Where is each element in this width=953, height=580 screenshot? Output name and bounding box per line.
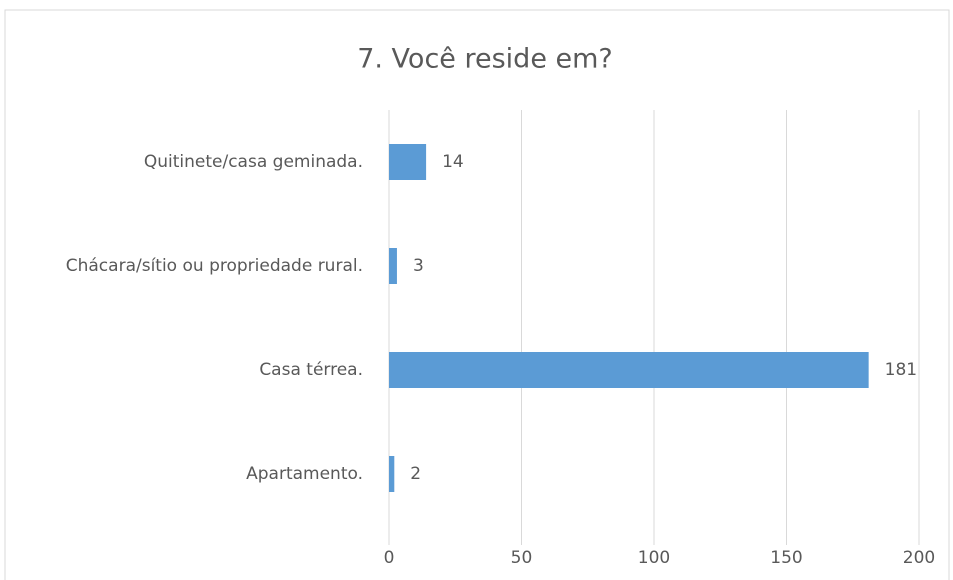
x-tick-label: 100: [638, 548, 670, 568]
bar: [389, 248, 397, 284]
chart-title: 7. Você reside em?: [357, 44, 613, 75]
bar: [389, 352, 869, 388]
y-tick-label: Apartamento.: [246, 464, 363, 484]
x-tick-label: 0: [384, 548, 395, 568]
x-tick-label: 50: [511, 548, 533, 568]
data-label: 14: [442, 152, 464, 172]
chart-frame: [4, 9, 950, 580]
bar: [389, 456, 395, 492]
y-tick-label: Quitinete/casa geminada.: [144, 152, 363, 172]
data-label: 181: [885, 360, 917, 380]
x-tick-label: 200: [903, 548, 935, 568]
bar: [389, 144, 427, 180]
x-tick-label: 150: [770, 548, 802, 568]
y-tick-label: Casa térrea.: [259, 360, 363, 380]
data-label: 2: [410, 464, 421, 484]
y-tick-label: Chácara/sítio ou propriedade rural.: [66, 256, 363, 276]
data-label: 3: [413, 256, 424, 276]
